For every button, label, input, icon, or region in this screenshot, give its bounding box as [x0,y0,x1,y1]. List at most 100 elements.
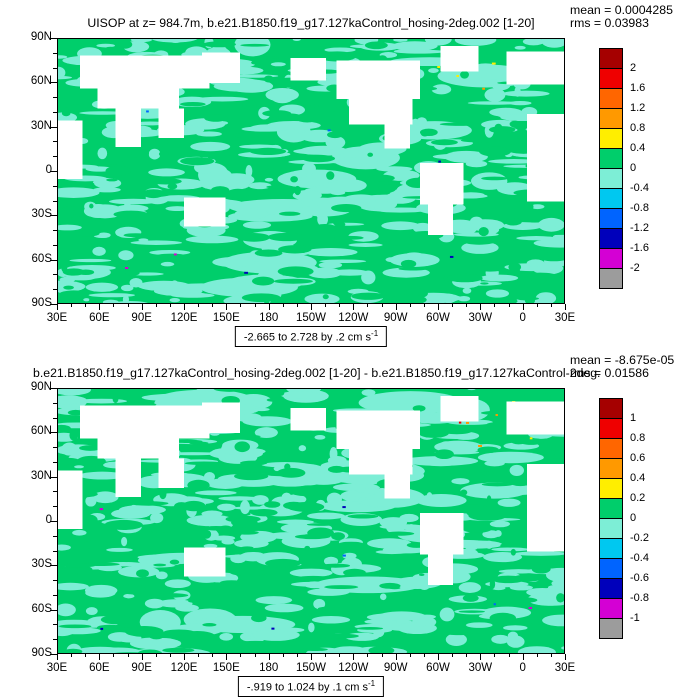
colorbar-tick-label: 1.6 [630,82,646,94]
lon-major-tick [268,654,270,660]
rms-stat: rms = 0.03983 [570,16,649,30]
lat-major-tick [50,304,57,305]
lon-major-tick [141,654,143,660]
range-caption: -.919 to 1.024 by .1 cm s-1 [237,676,385,697]
lat-major-tick [50,388,57,389]
colorbar-box [599,558,623,579]
land-mask [57,395,565,585]
colorbar-tick-label: -1.2 [630,222,649,234]
lon-minor-tick [508,654,510,657]
lon-minor-tick [367,304,369,307]
lat-minor-tick [53,402,57,404]
lat-major-tick [50,38,57,39]
lon-tick-label: 150E [212,312,240,324]
lon-minor-tick [409,654,411,657]
lon-major-tick [438,654,439,660]
lon-minor-tick [71,654,73,657]
lat-tick-label: 60N [30,425,52,438]
colorbar-box [599,538,623,559]
colorbar-tick-label: 0.2 [630,492,646,504]
lon-minor-tick [339,304,341,307]
lon-major-tick [480,304,482,310]
lat-minor-tick [53,185,57,187]
lon-major-tick [57,304,58,310]
lon-minor-tick [198,654,200,657]
lon-major-tick [57,654,58,660]
colorbar-tick-label: 0.6 [630,452,646,464]
lon-tick-label: 60W [426,662,450,674]
lon-tick-label: 30W [468,312,493,324]
lat-tick-label: 90N [30,31,52,43]
colorbar-tick-label: 0.8 [630,122,646,134]
lon-minor-tick [169,304,171,307]
lat-major-tick [50,82,57,84]
lon-major-tick [184,654,185,660]
lat-minor-tick [53,624,57,626]
lon-minor-tick [339,654,341,657]
colorbar-tick-label: 0 [630,512,637,524]
lon-minor-tick [282,654,284,657]
lat-tick-label: 60S [31,602,52,615]
lon-minor-tick [550,304,552,307]
panel-title: b.e21.B1850.f19_g17.127kaControl_hosing-… [33,366,601,380]
lon-minor-tick [508,304,510,307]
lon-major-tick [522,304,524,310]
lon-minor-tick [113,304,115,307]
lat-tick-label: 60S [31,252,52,265]
lon-tick-label: 90E [131,312,152,324]
lat-minor-tick [53,289,57,291]
colorbar-tick-label: 0.4 [630,142,646,154]
lat-tick-label: 90S [31,297,52,309]
lat-tick-label: 30S [31,208,52,221]
lat-minor-tick [53,230,57,232]
lat-major-tick [50,609,57,611]
colorbar-tick-label: -1 [630,612,640,624]
colorbar-box [599,248,623,269]
colorbar-tick-label: 1 [630,412,637,424]
lat-major-tick [50,432,57,434]
lon-minor-tick [466,654,468,657]
lon-minor-tick [282,304,284,307]
lon-major-tick [565,304,566,310]
lat-major-tick [50,565,57,567]
colorbar-tick-label: 2 [630,62,637,74]
colorbar-box [599,398,623,419]
panel-difference-map: b.e21.B1850.f19_g17.127kaControl_hosing-… [0,350,700,700]
lat-tick-label: 90S [31,647,52,659]
colorbar-box [599,128,623,149]
lat-minor-tick [53,67,57,69]
colorbar-box [599,478,623,499]
lon-minor-tick [240,654,242,657]
lat-tick-label: 0 [45,164,52,176]
lon-minor-tick [367,654,369,657]
lon-minor-tick [325,304,327,307]
colorbar-box [599,148,623,169]
colorbar-box [599,88,623,109]
colorbar-tick-label: -0.8 [630,592,649,604]
lon-minor-tick [198,304,200,307]
lon-tick-label: 120W [338,662,369,674]
lon-major-tick [268,304,270,310]
lat-tick-label: 30N [30,119,52,132]
lon-minor-tick [409,304,411,307]
lat-minor-tick [53,52,57,54]
lat-minor-tick [53,447,57,449]
lat-tick-label: 90N [30,381,52,393]
lon-tick-label: 90W [383,662,408,674]
lon-minor-tick [113,654,115,657]
colorbar-tick-label: 1.2 [630,102,646,114]
lon-minor-tick [254,654,256,657]
lon-major-tick [226,654,228,660]
lat-minor-tick [53,156,57,158]
map-frame [57,388,565,654]
lat-tick-label: 30N [30,469,52,482]
land-mask [57,45,565,235]
lat-minor-tick [53,594,57,596]
lon-minor-tick [169,654,171,657]
lon-major-tick [438,304,439,310]
lon-major-tick [311,654,312,660]
lon-minor-tick [85,304,87,307]
lat-minor-tick [53,580,57,582]
lat-minor-tick [53,200,57,202]
